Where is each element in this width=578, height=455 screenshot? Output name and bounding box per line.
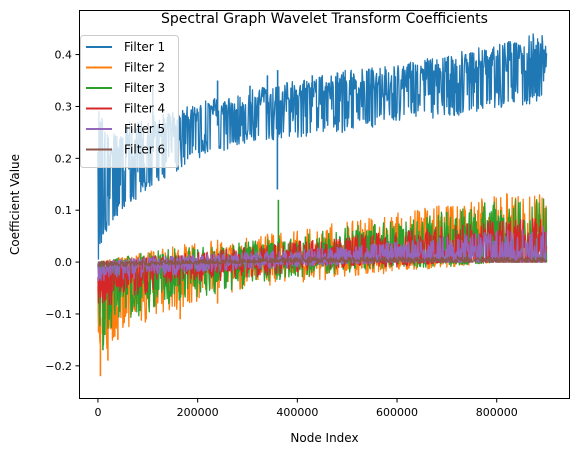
legend-label: Filter 2 xyxy=(124,61,165,75)
x-tick-label: 600000 xyxy=(376,406,418,419)
x-tick-label: 200000 xyxy=(177,406,219,419)
y-axis-label: Coefficient Value xyxy=(8,154,22,255)
y-tick-label: 0.4 xyxy=(55,49,73,62)
legend-item: Filter 4 xyxy=(86,102,165,116)
y-tick-label: 0.1 xyxy=(55,204,73,217)
series-5 xyxy=(97,225,548,282)
x-tick-label: 0 xyxy=(94,406,101,419)
legend-item: Filter 5 xyxy=(86,122,165,136)
chart-title: Spectral Graph Wavelet Transform Coeffic… xyxy=(161,11,488,27)
legend-item: Filter 3 xyxy=(86,81,165,95)
legend: Filter 1 Filter 2 Filter 3 Filter 4 Filter 5… xyxy=(80,35,179,168)
legend-label: Filter 3 xyxy=(124,81,165,95)
legend-label: Filter 6 xyxy=(124,143,165,157)
series-6 xyxy=(97,256,548,268)
legend-item: Filter 6 xyxy=(86,143,165,157)
axes-frame xyxy=(79,10,570,399)
x-axis: 0 200000 400000 600000 800000 xyxy=(94,398,518,419)
y-tick-label: 0.0 xyxy=(55,256,73,269)
series-line-5 xyxy=(97,225,548,282)
x-tick-label: 800000 xyxy=(476,406,518,419)
legend-item: Filter 1 xyxy=(86,40,165,54)
y-tick-label: −0.1 xyxy=(45,308,72,321)
series-line-6 xyxy=(97,256,548,268)
plot-area xyxy=(97,33,548,377)
y-tick-label: 0.3 xyxy=(55,100,73,113)
y-tick-label: 0.2 xyxy=(55,152,73,165)
legend-item: Filter 2 xyxy=(86,61,165,75)
legend-label: Filter 4 xyxy=(124,102,165,116)
x-tick-label: 400000 xyxy=(276,406,318,419)
y-tick-label: −0.2 xyxy=(45,360,72,373)
legend-label: Filter 1 xyxy=(124,40,165,54)
x-axis-label: Node Index xyxy=(290,431,358,445)
legend-label: Filter 5 xyxy=(124,122,165,136)
y-axis: −0.2 −0.1 0.0 0.1 0.2 0.3 0.4 xyxy=(45,49,80,373)
